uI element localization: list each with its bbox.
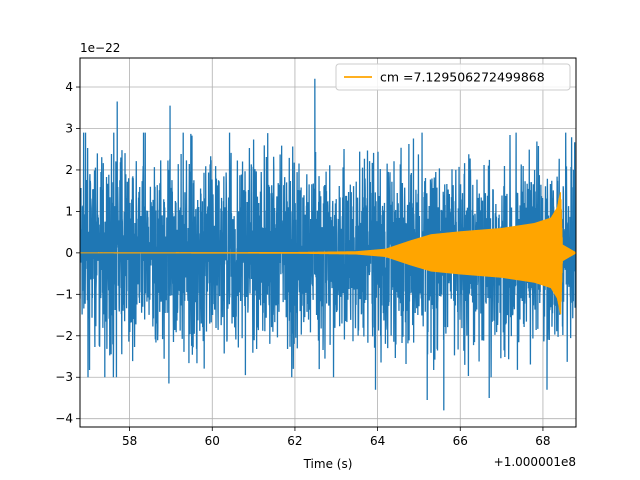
x-tick-label: 58 <box>122 434 137 448</box>
y-axis: −4 −3 −2 −1 0 1 2 3 4 <box>55 80 80 426</box>
y-tick-label: −1 <box>55 287 73 301</box>
x-tick-label: 68 <box>535 434 550 448</box>
y-tick-label: 4 <box>65 80 73 94</box>
plot-frame <box>79 57 577 428</box>
legend-label-chirp: cm =7.129506272499868 <box>380 70 545 85</box>
legend: cm =7.129506272499868 <box>335 63 571 91</box>
y-scale-label: 1e−22 <box>80 41 120 55</box>
x-axis: 58 60 62 64 66 68 <box>122 427 551 448</box>
y-tick-label: −2 <box>55 329 73 343</box>
y-tick-label: 2 <box>65 163 73 177</box>
x-tick-label: 60 <box>205 434 220 448</box>
legend-box <box>335 63 571 91</box>
x-offset-label: +1.000001e8 <box>494 455 576 469</box>
y-tick-label: 3 <box>65 121 73 135</box>
noise-series-line <box>80 78 576 411</box>
series-layer <box>80 78 576 411</box>
y-tick-label: −3 <box>55 370 73 384</box>
chirp-series-line <box>80 192 576 315</box>
y-tick-label: 0 <box>65 246 73 260</box>
y-tick-label: 1 <box>65 204 73 218</box>
y-tick-label: −4 <box>55 412 73 426</box>
x-tick-label: 64 <box>370 434 385 448</box>
x-tick-label: 66 <box>453 434 468 448</box>
x-axis-label: Time (s) <box>303 457 353 471</box>
x-tick-label: 62 <box>287 434 302 448</box>
